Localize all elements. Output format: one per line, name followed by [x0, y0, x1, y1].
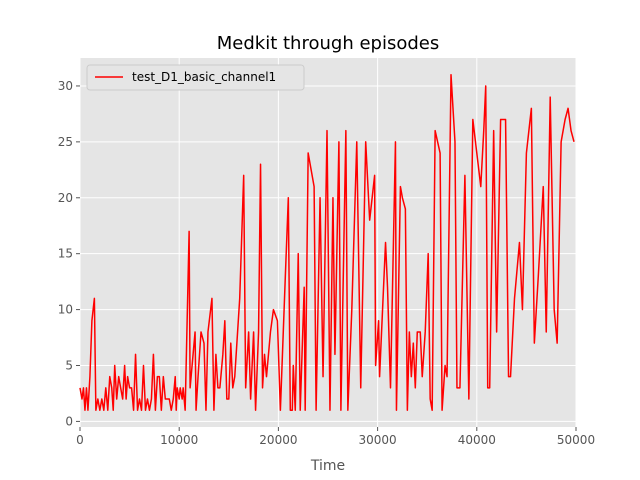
y-tick-label: 10: [58, 303, 73, 317]
legend-label: test_D1_basic_channel1: [132, 70, 276, 84]
series-line-0: [79, 74, 575, 411]
x-axis-label: Time: [310, 458, 345, 474]
chart-title: Medkit through episodes: [217, 33, 439, 54]
legend-box: [86, 64, 305, 91]
x-tick-label: 30000: [359, 433, 397, 447]
x-tick-label: 50000: [557, 433, 595, 447]
legend: test_D1_basic_channel1: [86, 64, 305, 91]
axis-ticks: 0 10000 20000 30000 40000 50000 0 5 10 15 20 25 30: [58, 79, 595, 447]
y-tick-label: 15: [58, 247, 73, 261]
y-tick-label: 5: [65, 359, 73, 373]
x-tick-label: 40000: [458, 433, 496, 447]
y-tick-label: 20: [58, 191, 73, 205]
y-tick-label: 25: [58, 135, 73, 149]
x-tick-label: 20000: [259, 433, 297, 447]
series-group: [79, 74, 575, 411]
x-tick-label: 0: [76, 433, 84, 447]
y-tick-label: 0: [65, 414, 73, 428]
x-tick-label: 10000: [160, 433, 198, 447]
y-tick-label: 30: [58, 79, 73, 93]
